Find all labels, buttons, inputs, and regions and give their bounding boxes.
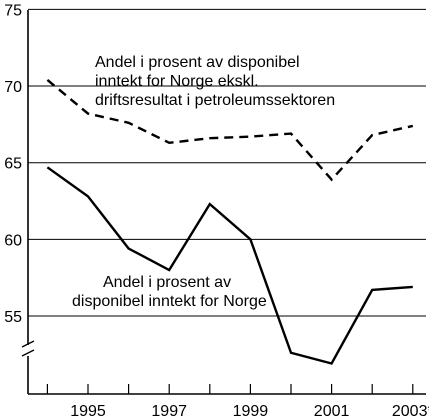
x-tick-label: 1997 — [151, 403, 187, 420]
y-tick-label: 70 — [4, 79, 22, 96]
annotation-line: Andel i prosent av disponibel — [95, 54, 300, 71]
annotation-line: inntekt for Norge ekskl. — [95, 73, 259, 90]
annotation-excl_petroleum: Andel i prosent av disponibel inntekt for… — [95, 54, 335, 109]
y-tick-label: 55 — [4, 309, 22, 326]
grid-lines — [28, 8, 426, 317]
annotations: Andel i prosent av disponibel inntekt for… — [72, 54, 335, 310]
series-group — [46, 78, 414, 365]
y-tick-label: 65 — [4, 156, 22, 173]
series-line-excl_petroleum — [46, 78, 414, 182]
axis-break-mark — [21, 340, 35, 357]
y-tick-label: 60 — [4, 232, 22, 249]
x-tick-label: 2001 — [314, 403, 350, 420]
x-tick-label: 1999 — [233, 403, 269, 420]
annotation-norway_total: Andel i prosent av disponibel inntekt for… — [72, 274, 267, 310]
annotation-line: driftsresultat i petroleumssektoren — [95, 92, 335, 109]
x-tick-label: 2003* — [392, 403, 429, 420]
series-line-norway_total — [46, 166, 413, 365]
annotation-line: Andel i prosent av — [103, 274, 231, 291]
x-axis-ticks: 1995 1997 1999 2001 2003* — [46, 384, 429, 420]
annotation-line: disponibel inntekt for Norge — [72, 293, 267, 310]
y-tick-label: 75 — [4, 2, 22, 19]
axes — [21, 10, 426, 395]
y-axis-ticks: 55 60 65 70 75 — [4, 2, 22, 326]
x-tick-label: 1995 — [70, 403, 106, 420]
